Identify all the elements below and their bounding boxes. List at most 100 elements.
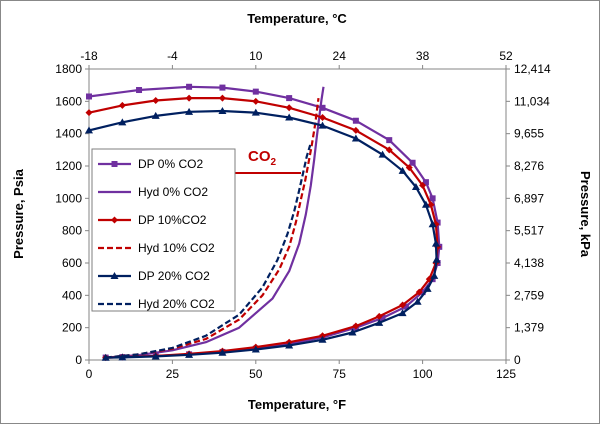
y2-tick-label: 1,379 <box>514 321 544 335</box>
legend-label: DP 0% CO2 <box>138 157 203 171</box>
y2-tick-label: 8,276 <box>514 159 544 173</box>
legend-box <box>91 148 236 312</box>
legend-item: Hyd 0% CO2 <box>98 185 208 199</box>
series-line <box>105 97 320 359</box>
data-point <box>428 220 437 228</box>
data-point <box>85 109 93 117</box>
data-point <box>318 335 327 343</box>
data-point <box>118 101 126 109</box>
series-line <box>88 109 438 359</box>
data-point <box>151 352 160 360</box>
y-tick-label: 0 <box>75 353 82 367</box>
legend-label: DP 10%CO2 <box>138 213 207 227</box>
x2-tick-label: 38 <box>416 49 430 63</box>
data-point <box>375 312 383 320</box>
y2-tick-label: 9,655 <box>514 127 544 141</box>
data-point <box>398 166 407 174</box>
series-line <box>105 144 312 359</box>
legend: DP 0% CO2 Hyd 0% CO2 DP 10%CO2 Hyd 10% CO2 D… <box>91 148 236 312</box>
y-tick-label: 600 <box>62 256 82 270</box>
data-point <box>251 108 260 116</box>
data-point <box>415 288 423 296</box>
legend-item: Hyd 20% CO2 <box>98 297 215 311</box>
x2-tick-label: -4 <box>167 49 178 63</box>
y-tick-label: 1000 <box>55 191 82 205</box>
y2-tick-label: 12,414 <box>514 62 551 76</box>
data-point <box>111 161 118 167</box>
y2-tick-label: 5,517 <box>514 224 544 238</box>
data-point <box>378 150 387 158</box>
x-tick-label: 50 <box>249 367 263 381</box>
data-point <box>185 94 193 102</box>
legend-label: Hyd 10% CO2 <box>138 241 215 255</box>
data-point <box>405 164 413 172</box>
data-point <box>252 88 259 95</box>
data-point <box>118 118 127 126</box>
data-point <box>218 107 227 115</box>
data-point <box>430 271 439 279</box>
data-point <box>136 87 143 94</box>
data-point <box>86 93 92 100</box>
data-point <box>411 183 420 191</box>
y-tick-label: 1400 <box>55 127 82 141</box>
data-point <box>352 322 360 330</box>
data-point <box>110 272 119 279</box>
data-point <box>422 179 429 186</box>
data-point <box>399 301 407 309</box>
legend-item: DP 0% CO2 <box>98 157 203 171</box>
series-4 <box>105 97 320 359</box>
data-point <box>111 216 118 224</box>
y-tick-label: 1800 <box>55 62 82 76</box>
data-point <box>185 107 194 115</box>
y2-tick-label: 6,897 <box>514 191 544 205</box>
data-point <box>419 181 427 189</box>
x2-axis-title: Temperature, °C <box>247 11 347 26</box>
data-point <box>318 121 327 129</box>
x2-tick-label: 10 <box>249 49 263 63</box>
x-tick-label: 75 <box>333 367 347 381</box>
data-point <box>379 314 386 321</box>
co2-annotation-label: CO2 <box>248 148 277 168</box>
y-tick-label: 800 <box>62 224 82 238</box>
x-tick-label: 25 <box>166 367 180 381</box>
data-point <box>319 114 327 121</box>
data-point <box>319 104 326 111</box>
data-point <box>429 195 436 202</box>
data-point <box>409 159 416 166</box>
x-tick-label: 0 <box>86 367 93 381</box>
data-point <box>348 328 357 336</box>
y2-tick-label: 2,759 <box>514 288 544 302</box>
data-point <box>285 104 293 112</box>
data-point <box>319 332 327 340</box>
data-point <box>218 94 226 102</box>
data-point <box>118 353 127 361</box>
data-point <box>421 200 430 208</box>
y-axis-title: Pressure, Psia <box>11 168 26 258</box>
legend-label: Hyd 0% CO2 <box>138 185 208 199</box>
data-point <box>386 137 393 144</box>
y2-tick-label: 11,034 <box>514 94 550 108</box>
data-point <box>352 126 360 134</box>
data-point <box>185 350 194 358</box>
data-point <box>413 297 422 305</box>
data-point <box>385 146 393 154</box>
data-point <box>352 117 359 124</box>
data-point <box>151 111 160 119</box>
legend-item: DP 10%CO2 <box>98 213 207 227</box>
legend-label: DP 20% CO2 <box>138 269 210 283</box>
data-point <box>186 83 193 90</box>
series-5 <box>85 107 441 361</box>
data-point <box>85 126 93 134</box>
x-tick-label: 125 <box>496 367 516 381</box>
y2-tick-label: 0 <box>514 353 521 367</box>
data-point <box>218 348 227 356</box>
legend-item: DP 20% CO2 <box>98 269 210 283</box>
y2-tick-label: 4,138 <box>514 256 544 270</box>
y-tick-label: 400 <box>62 288 82 302</box>
data-point <box>351 134 360 142</box>
x-axis-title: Temperature, °F <box>248 397 346 412</box>
data-point <box>402 303 409 310</box>
data-point <box>285 341 294 349</box>
